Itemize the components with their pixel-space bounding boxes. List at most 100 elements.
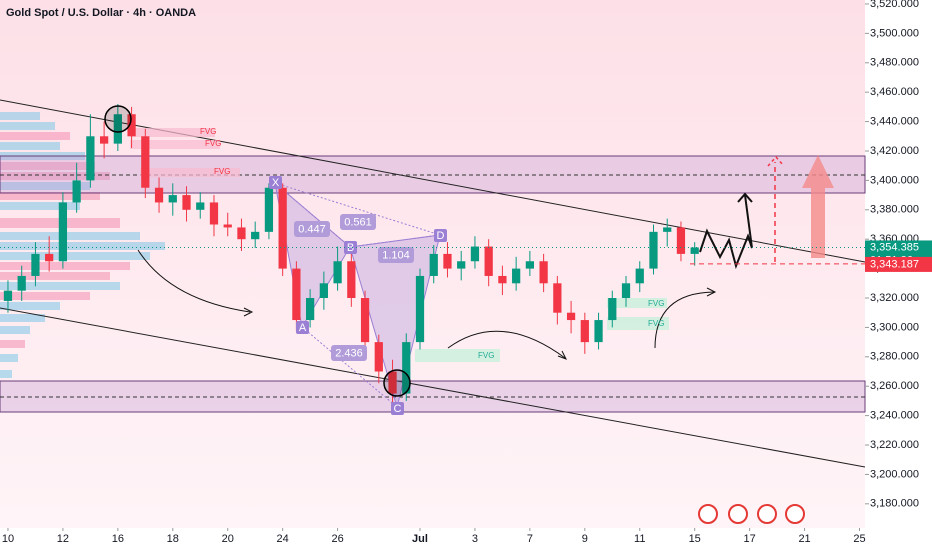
candle-body <box>306 298 315 321</box>
candle-body <box>3 290 13 301</box>
y-tick-label: 3,420.000 <box>870 145 919 157</box>
x-tick-label: 15 <box>689 533 701 545</box>
y-tick-label: 3,480.000 <box>870 57 919 69</box>
pattern-label: D <box>437 230 445 242</box>
candle-body <box>72 180 81 203</box>
y-tick-label: 3,520.000 <box>870 0 919 10</box>
y-tick-label: 3,320.000 <box>870 292 919 304</box>
pattern-labels: X A B C D 0.447 0.561 1.104 2.436 <box>269 176 447 415</box>
pattern-label: B <box>347 242 354 254</box>
x-tick-label: 21 <box>798 533 810 545</box>
level-label: 3,343.187 <box>870 258 919 270</box>
candle-body <box>168 195 177 203</box>
x-tick-label: 24 <box>277 533 289 545</box>
candle-body <box>58 202 68 262</box>
candle-body <box>360 298 370 343</box>
y-tick-label: 3,200.000 <box>870 468 919 480</box>
channel-line <box>0 99 866 263</box>
x-tick-label: 16 <box>112 533 124 545</box>
candle-body <box>31 253 40 276</box>
y-tick-label: 3,440.000 <box>870 115 919 127</box>
pattern-label: C <box>394 403 402 415</box>
x-tick-label: 7 <box>527 533 533 545</box>
x-tick-label: 25 <box>853 533 865 545</box>
candle-body <box>182 195 191 210</box>
highlight-circle <box>383 369 411 397</box>
candle-body <box>635 268 644 284</box>
candle-body <box>113 114 122 144</box>
projection-path <box>699 194 753 270</box>
fvg-label: FVG <box>648 299 664 308</box>
x-tick-label: 10 <box>2 533 14 545</box>
candle-body <box>237 227 246 240</box>
x-tick-label: 18 <box>167 533 179 545</box>
candle-body <box>278 187 287 269</box>
time-axis <box>0 528 932 550</box>
ratio-label: 2.436 <box>335 347 363 359</box>
candle-body <box>17 275 26 291</box>
x-tick-label: 17 <box>744 533 756 545</box>
y-tick-label: 3,400.000 <box>870 174 919 186</box>
candle-body <box>292 268 301 321</box>
level-box <box>865 256 932 272</box>
candle-body <box>141 136 150 188</box>
y-tick-label: 3,500.000 <box>870 27 919 39</box>
candle-body <box>457 261 466 269</box>
y-tick-label: 3,180.000 <box>870 498 919 510</box>
candle-body <box>663 227 672 232</box>
candle-body <box>580 320 589 343</box>
channel-line <box>0 307 866 468</box>
candle-body <box>594 320 603 343</box>
candle-body <box>127 114 136 137</box>
big-arrow <box>802 155 834 258</box>
candle-body <box>319 283 328 299</box>
highlight-circle <box>104 105 132 133</box>
candle-body <box>539 261 548 284</box>
candle-body <box>209 202 219 225</box>
ratio-label: 0.447 <box>298 223 326 235</box>
candle-body <box>525 261 534 269</box>
candle-body <box>676 227 686 254</box>
x-tick-label: 11 <box>634 533 645 545</box>
candle-body <box>608 298 617 321</box>
pattern-guides <box>274 182 441 408</box>
y-tick-label: 3,280.000 <box>870 351 919 363</box>
candle-body <box>196 202 205 210</box>
x-tick-label: 20 <box>222 533 234 545</box>
fvg-label: FVG <box>205 139 221 148</box>
fvg-label: FVG <box>648 319 664 328</box>
x-tick-label: 12 <box>57 533 69 545</box>
fvg-box <box>415 349 500 362</box>
curved-arrows <box>137 249 717 360</box>
candle-body <box>388 371 397 394</box>
ratio-label: 0.561 <box>344 216 372 228</box>
candle-body <box>223 224 232 228</box>
fvg-box <box>130 140 220 149</box>
y-tick-label: 3,260.000 <box>870 380 919 392</box>
candle-body <box>443 253 452 269</box>
y-tick-label: 3,220.000 <box>870 439 919 451</box>
candle-body <box>429 253 438 276</box>
price-axis <box>865 0 932 550</box>
candle-body <box>333 261 342 284</box>
x-tick-label: 9 <box>582 533 588 545</box>
x-tick-label: 3 <box>472 533 478 545</box>
candle-body <box>553 283 562 313</box>
candle-body <box>621 283 631 299</box>
fvg-label: FVG <box>478 351 494 360</box>
candle-body <box>45 253 54 262</box>
candle-body <box>484 246 493 276</box>
projection-arrow <box>737 192 753 203</box>
candle-body <box>251 231 260 240</box>
y-tick-label: 3,240.000 <box>870 410 919 422</box>
x-tick-label: 26 <box>331 533 343 545</box>
chart-title: Gold Spot / U.S. Dollar · 4h · OANDA <box>6 7 196 19</box>
candle-body <box>347 261 356 299</box>
candle-body <box>498 275 507 284</box>
ratio-label: 1.104 <box>382 249 410 261</box>
candles <box>3 103 699 404</box>
last-price-label: 3,354.385 <box>870 241 919 253</box>
pattern-label: X <box>272 177 280 189</box>
